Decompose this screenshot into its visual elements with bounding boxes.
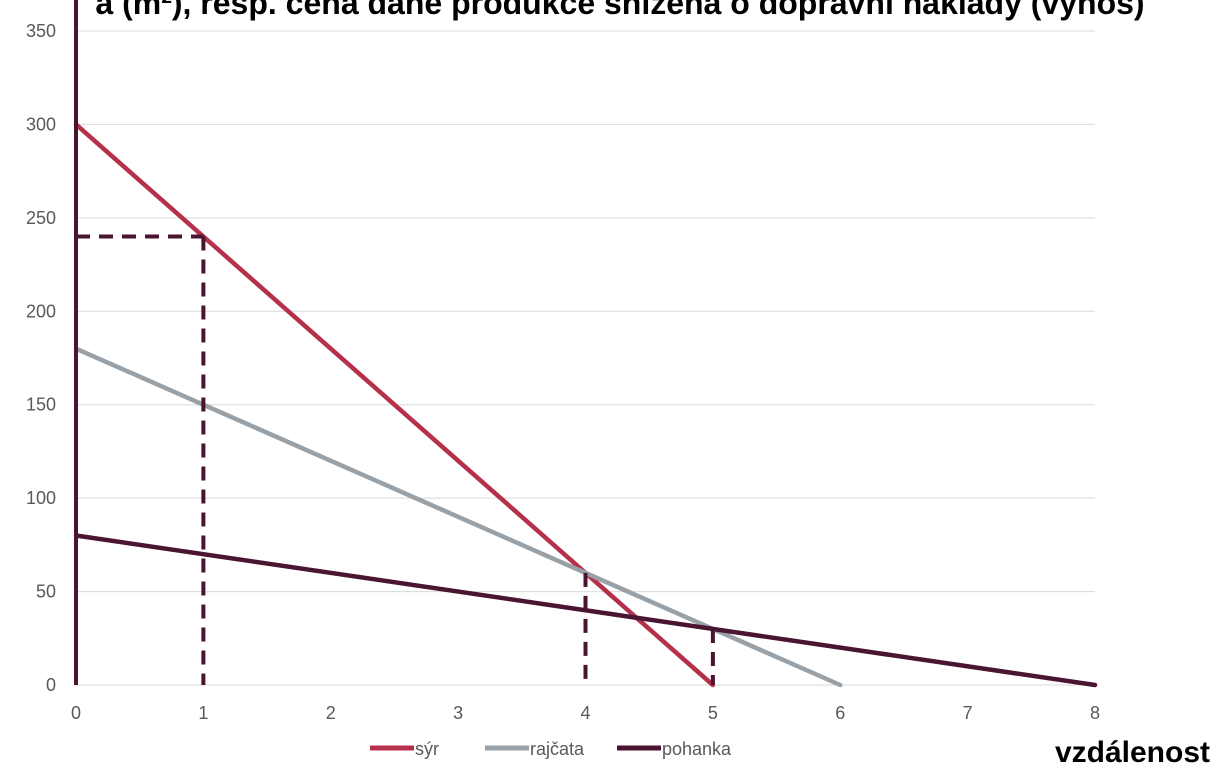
- y-axis-ticks: 0 50 100 150 200 250 300 350: [26, 21, 56, 695]
- x-tick-label: 2: [326, 703, 336, 723]
- reference-lines: [76, 234, 715, 685]
- legend-label: pohanka: [662, 739, 732, 759]
- x-tick-label: 4: [580, 703, 590, 723]
- series-line-pohanka: [73, 533, 1098, 688]
- x-tick-label: 8: [1090, 703, 1100, 723]
- y-tick-label: 350: [26, 21, 56, 41]
- gridlines: [76, 30, 1095, 686]
- x-tick-label: 1: [198, 703, 208, 723]
- legend-label: rajčata: [530, 739, 585, 759]
- y-tick-label: 300: [26, 114, 56, 134]
- legend-label: sýr: [415, 739, 439, 759]
- y-tick-label: 50: [36, 582, 56, 602]
- y-tick-label: 150: [26, 395, 56, 415]
- y-tick-label: 100: [26, 488, 56, 508]
- x-axis-ticks: 0 1 2 3 4 5 6 7 8: [71, 703, 1100, 723]
- y-tick-label: 0: [46, 675, 56, 695]
- x-tick-label: 3: [453, 703, 463, 723]
- x-tick-label: 0: [71, 703, 81, 723]
- x-tick-label: 7: [963, 703, 973, 723]
- series-line-rajčata: [73, 346, 843, 688]
- chart-title: a (m²), resp. cena dané produkce snížená…: [95, 0, 1144, 21]
- x-axis-label: vzdálenost: [1055, 736, 1210, 768]
- y-tick-label: 200: [26, 301, 56, 321]
- x-tick-label: 6: [835, 703, 845, 723]
- x-tick-label: 5: [708, 703, 718, 723]
- y-tick-label: 250: [26, 208, 56, 228]
- legend: sýr rajčata pohanka: [370, 739, 732, 759]
- series-line-sýr: [73, 122, 716, 688]
